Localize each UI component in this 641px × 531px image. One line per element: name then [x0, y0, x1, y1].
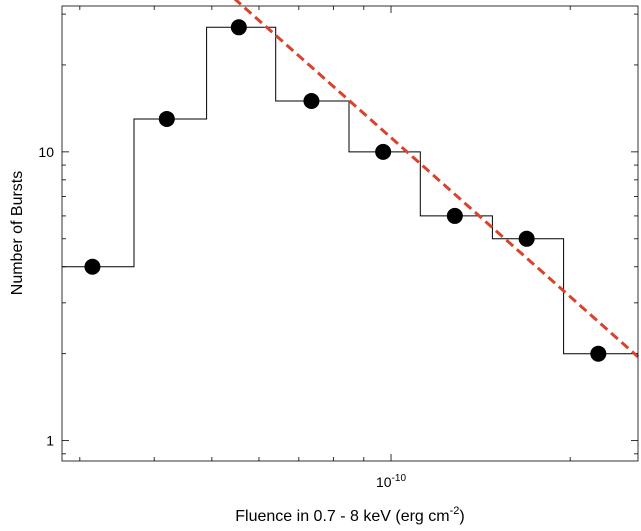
x-tick-label-base: 10 [376, 474, 392, 490]
y-axis-label: Number of Bursts [9, 171, 26, 295]
data-point [230, 19, 247, 36]
x-axis-label-tail: ) [459, 508, 464, 525]
data-point [158, 110, 175, 127]
data-point [84, 258, 101, 275]
data-point [518, 230, 535, 247]
x-axis-label-superscript: -2 [450, 505, 460, 517]
series-layer [62, 0, 639, 362]
plot-background [62, 6, 638, 461]
data-point [446, 207, 463, 224]
x-tick-label: 10-10 [376, 473, 406, 490]
data-point [375, 143, 392, 160]
histogram-step-line [62, 26, 638, 355]
y-tick-label: 1 [46, 433, 54, 449]
y-tick-label: 10 [38, 144, 54, 160]
data-point [590, 345, 607, 362]
x-axis-label-main: Fluence in 0.7 - 8 keV (erg cm [235, 508, 449, 525]
plot-frame [61, 5, 639, 462]
power-law-fit-line [233, 0, 639, 358]
x-tick-label-exponent: -10 [392, 473, 407, 484]
data-point [303, 93, 320, 110]
x-axis-label: Fluence in 0.7 - 8 keV (erg cm-2) [235, 505, 464, 525]
